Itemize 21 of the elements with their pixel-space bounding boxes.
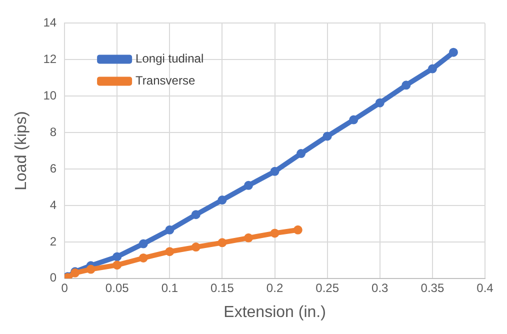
x-tick-label: 0 <box>61 280 68 295</box>
x-tick-label: 0.4 <box>476 280 494 295</box>
y-tick-label: 12 <box>43 52 57 66</box>
x-tick-label: 0.3 <box>372 280 389 295</box>
x-tick-label: 0.05 <box>105 280 130 295</box>
y-tick-label: 8 <box>50 124 57 139</box>
y-tick-label: 6 <box>50 161 57 176</box>
x-tick-label: 0.2 <box>266 280 284 295</box>
y-tick-label: 4 <box>50 198 57 212</box>
y-tick-label: 2 <box>50 234 57 248</box>
x-tick-label: 0.25 <box>316 280 340 295</box>
y-tick-label: 14 <box>43 16 57 30</box>
y-tick-label: 10 <box>43 88 57 102</box>
x-tick-label: 0.15 <box>210 280 234 295</box>
legend-label: Transverse <box>136 74 196 88</box>
x-tick-label: 0.35 <box>420 280 444 295</box>
x-tick-label: 0.1 <box>161 280 178 295</box>
y-axis-title: Load (kips) <box>13 111 30 190</box>
legend-label: Longi tudinal <box>136 52 204 66</box>
x-axis-title: Extension (in.) <box>224 304 326 321</box>
y-tick-label: 0 <box>50 270 57 285</box>
